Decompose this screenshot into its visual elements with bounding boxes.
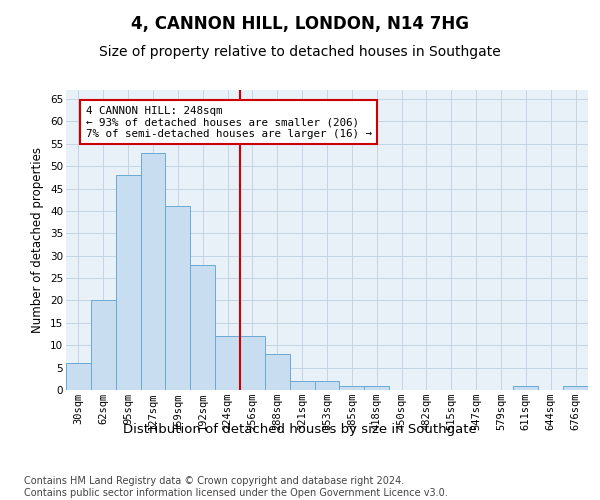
Bar — [514, 386, 538, 390]
Bar — [91, 300, 116, 390]
Text: Size of property relative to detached houses in Southgate: Size of property relative to detached ho… — [99, 45, 501, 59]
Bar — [140, 152, 166, 390]
Bar — [314, 381, 340, 390]
Bar — [66, 363, 91, 390]
Bar — [290, 381, 314, 390]
Bar — [563, 386, 588, 390]
Bar — [215, 336, 240, 390]
Bar — [190, 264, 215, 390]
Text: 4, CANNON HILL, LONDON, N14 7HG: 4, CANNON HILL, LONDON, N14 7HG — [131, 15, 469, 33]
Bar — [166, 206, 190, 390]
Bar — [265, 354, 290, 390]
Text: Contains HM Land Registry data © Crown copyright and database right 2024.
Contai: Contains HM Land Registry data © Crown c… — [24, 476, 448, 498]
Bar — [116, 175, 140, 390]
Text: 4 CANNON HILL: 248sqm
← 93% of detached houses are smaller (206)
7% of semi-deta: 4 CANNON HILL: 248sqm ← 93% of detached … — [86, 106, 372, 139]
Bar — [240, 336, 265, 390]
Bar — [364, 386, 389, 390]
Bar — [340, 386, 364, 390]
Text: Distribution of detached houses by size in Southgate: Distribution of detached houses by size … — [123, 422, 477, 436]
Y-axis label: Number of detached properties: Number of detached properties — [31, 147, 44, 333]
